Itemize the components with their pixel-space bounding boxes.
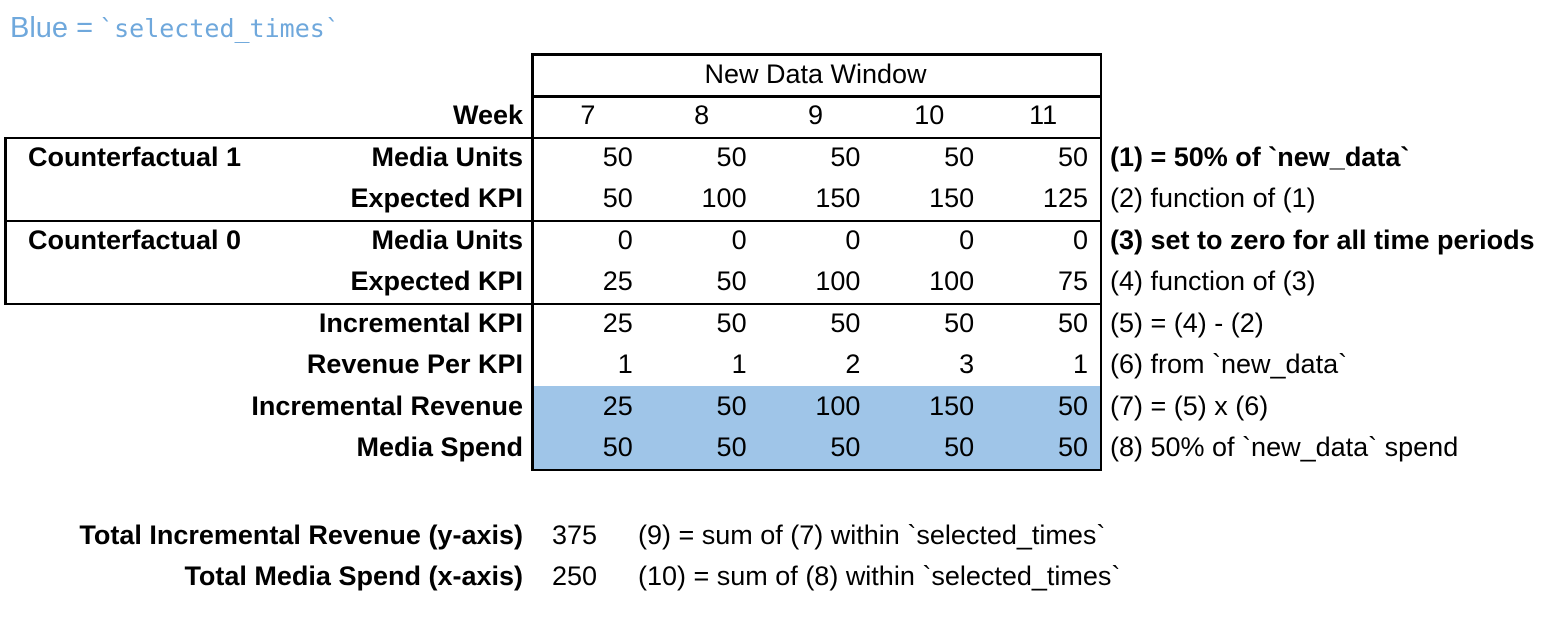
- total-label: Total Media Spend (x-axis): [184, 561, 523, 591]
- data-cell: 100: [815, 266, 861, 296]
- data-cell: 50: [602, 183, 633, 213]
- table-border-line: [531, 53, 534, 471]
- data-cell: 0: [959, 224, 975, 255]
- table-row: 25 50 100 150 50: [531, 385, 1100, 427]
- total-value: 250: [551, 561, 597, 591]
- week-row: 7 8 9 10 11: [531, 95, 1100, 137]
- data-cell: 0: [845, 224, 861, 255]
- row-label: Media Units: [371, 141, 523, 172]
- data-cell: 1: [1072, 349, 1088, 379]
- data-cell: 25: [602, 266, 633, 296]
- data-cell: 50: [1057, 307, 1088, 338]
- total-value: 375: [551, 519, 597, 550]
- data-cell: 0: [617, 224, 633, 255]
- week-cell: 7: [580, 100, 596, 130]
- table-row: 50 100 150 150 125: [531, 178, 1100, 220]
- legend-code: `selected_times`: [99, 14, 340, 43]
- row-annotation: (6) from `new_data`: [1110, 349, 1348, 379]
- data-cell: 0: [1072, 224, 1088, 255]
- total-note: (10) = sum of (8) within `selected_times…: [638, 561, 1121, 591]
- data-cell: 50: [716, 390, 747, 421]
- row-label: Revenue Per KPI: [306, 349, 523, 379]
- data-cell: 50: [1057, 432, 1088, 462]
- table-border-line: [531, 95, 1102, 98]
- data-cell: 50: [716, 432, 747, 462]
- week-cell: 11: [1029, 100, 1058, 130]
- row-annotation: (3) set to zero for all time periods: [1110, 224, 1535, 255]
- legend-label: Blue =: [10, 12, 94, 44]
- data-cell: 150: [815, 183, 861, 213]
- table-row: 1 1 2 3 1: [531, 344, 1100, 386]
- data-cell: 100: [929, 266, 975, 296]
- table-row: 25 50 100 100 75: [531, 261, 1100, 303]
- data-cell: 50: [602, 141, 633, 172]
- data-cell: 2: [845, 349, 861, 379]
- data-cell: 50: [716, 266, 747, 296]
- row-annotation: (7) = (5) x (6): [1110, 390, 1269, 421]
- row-label: Incremental KPI: [318, 307, 523, 338]
- new-data-window-header: New Data Window: [704, 59, 927, 89]
- data-cell: 50: [830, 141, 861, 172]
- data-cell: 50: [1057, 390, 1088, 421]
- data-cell: 50: [944, 141, 975, 172]
- row-label: Media Spend: [356, 432, 523, 462]
- data-cell: 1: [731, 349, 747, 379]
- data-cell: 50: [602, 432, 633, 462]
- row-annotation: (5) = (4) - (2): [1110, 307, 1264, 338]
- table-border-line: [4, 136, 7, 305]
- row-annotation: (2) function of (1): [1110, 183, 1316, 213]
- counterfactual-1-label: Counterfactual 1: [28, 141, 242, 172]
- table-border-line: [1099, 53, 1102, 471]
- data-cell: 50: [830, 307, 861, 338]
- data-cell: 100: [815, 390, 861, 421]
- data-cell: 25: [602, 390, 633, 421]
- table-row: 25 50 50 50 50: [531, 303, 1100, 345]
- table-row: 50 50 50 50 50: [531, 137, 1100, 179]
- table-border-line: [4, 136, 1102, 139]
- table-border-line: [4, 219, 1102, 222]
- data-cell: 50: [716, 307, 747, 338]
- row-label: Media Units: [371, 224, 523, 255]
- data-cell: 0: [731, 224, 747, 255]
- data-cell: 50: [716, 141, 747, 172]
- week-cell: 8: [694, 100, 710, 130]
- data-cell: 1: [617, 349, 633, 379]
- week-label: Week: [452, 100, 523, 130]
- data-cell: 25: [602, 307, 633, 338]
- table-border-line: [4, 302, 1102, 305]
- week-cell: 10: [914, 100, 945, 130]
- row-annotation: (1) = 50% of `new_data`: [1110, 141, 1410, 172]
- data-cell: 50: [1057, 141, 1088, 172]
- table-row: 50 50 50 50 50: [531, 427, 1100, 469]
- data-cell: 100: [701, 183, 747, 213]
- total-note: (9) = sum of (7) within `selected_times`: [638, 519, 1106, 550]
- data-cell: 150: [929, 390, 975, 421]
- counterfactual-0-label: Counterfactual 0: [28, 224, 242, 255]
- data-cell: 3: [959, 349, 975, 379]
- data-cell: 150: [929, 183, 975, 213]
- week-cell: 9: [807, 100, 823, 130]
- table-border-line: [531, 53, 1102, 56]
- data-cell: 50: [830, 432, 861, 462]
- table-border-line: [531, 468, 1102, 471]
- row-annotation: (4) function of (3): [1110, 266, 1316, 296]
- row-label: Incremental Revenue: [251, 390, 523, 421]
- table-row: 0 0 0 0 0: [531, 220, 1100, 262]
- data-cell: 50: [944, 307, 975, 338]
- row-annotation: (8) 50% of `new_data` spend: [1110, 432, 1459, 462]
- data-cell: 75: [1057, 266, 1088, 296]
- row-label: Expected KPI: [350, 266, 523, 296]
- row-label: Expected KPI: [350, 183, 523, 213]
- data-cell: 125: [1042, 183, 1088, 213]
- total-label: Total Incremental Revenue (y-axis): [79, 519, 523, 550]
- data-cell: 50: [944, 432, 975, 462]
- legend: Blue = `selected_times`: [10, 12, 340, 45]
